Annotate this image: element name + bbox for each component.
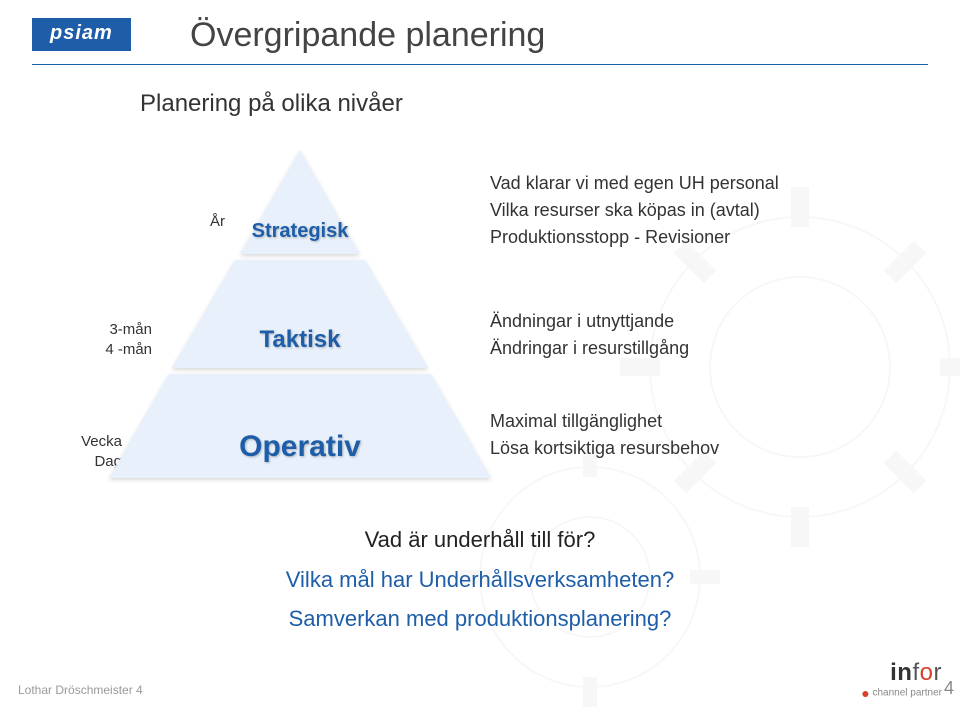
annotation-tactical: Ändningar i utnyttjande Ändringar i resu… bbox=[490, 308, 910, 362]
channel-partner-label: ● channel partner bbox=[861, 685, 942, 701]
annot-line: Ändringar i resurstillgång bbox=[490, 335, 910, 362]
title-underline bbox=[32, 64, 928, 65]
annot-line: Lösa kortsiktiga resursbehov bbox=[490, 435, 910, 462]
questions-block: Vad är underhåll till för? Vilka mål har… bbox=[0, 520, 960, 639]
subtitle: Planering på olika nivåer bbox=[140, 90, 403, 118]
pyramid-diagram: Strategisk Taktisk Operativ bbox=[110, 150, 490, 480]
footer-author: Lothar Dröschmeister 4 bbox=[18, 683, 143, 697]
psiam-logo: psiam bbox=[32, 18, 131, 51]
question-1: Vad är underhåll till för? bbox=[0, 520, 960, 560]
footer-vendor: infor ● channel partner bbox=[861, 659, 942, 701]
page-title: Övergripande planering bbox=[190, 16, 545, 55]
annot-line: Ändningar i utnyttjande bbox=[490, 308, 910, 335]
question-2: Vilka mål har Underhållsverksamheten? bbox=[0, 560, 960, 600]
annot-line: Maximal tillgänglighet bbox=[490, 408, 910, 435]
annot-line: Vad klarar vi med egen UH personal bbox=[490, 170, 910, 197]
question-3: Samverkan med produktionsplanering? bbox=[0, 599, 960, 639]
annotation-operative: Maximal tillgänglighet Lösa kortsiktiga … bbox=[490, 408, 910, 462]
pyramid-label-strategic: Strategisk bbox=[252, 220, 349, 243]
annot-line: Vilka resurser ska köpas in (avtal) bbox=[490, 197, 910, 224]
pyramid-label-tactical: Taktisk bbox=[260, 326, 341, 354]
page-number: 4 bbox=[944, 678, 954, 699]
infor-logo: infor bbox=[861, 659, 942, 687]
annot-line: Produktionsstopp - Revisioner bbox=[490, 224, 910, 251]
annotation-strategic: Vad klarar vi med egen UH personal Vilka… bbox=[490, 170, 910, 251]
pyramid-label-operative: Operativ bbox=[239, 430, 361, 464]
